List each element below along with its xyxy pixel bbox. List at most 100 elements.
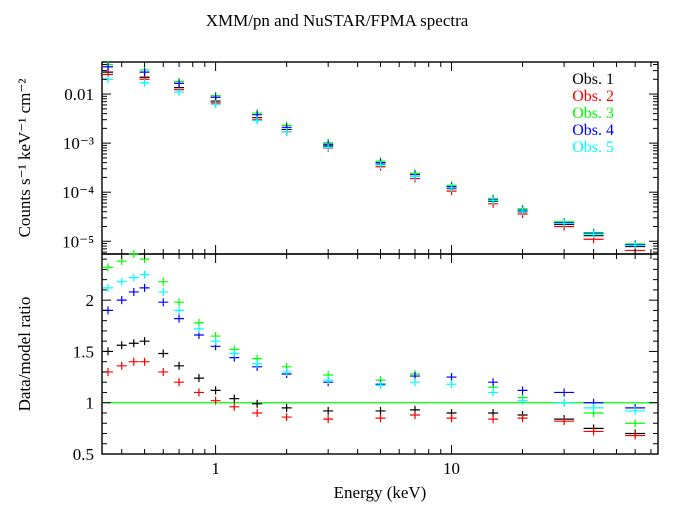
ratio-data-point bbox=[128, 357, 139, 366]
ratio-data-point bbox=[139, 270, 150, 279]
ratio-data-point bbox=[323, 415, 334, 424]
ratio-data-point bbox=[375, 406, 386, 415]
ratio-y-tick-label: 1.5 bbox=[73, 342, 94, 361]
x-tick-label: 10 bbox=[443, 459, 460, 478]
ratio-data-point bbox=[488, 415, 499, 424]
ratio-panel: 1 10 0.5 1 1.5 2 bbox=[73, 250, 659, 478]
spectra-y-tick-label: 10⁻⁴ bbox=[62, 183, 94, 202]
spectra-y-axis-label: Counts s⁻¹ keV⁻¹ cm⁻² bbox=[15, 79, 34, 238]
ratio-data-point bbox=[139, 357, 150, 366]
ratio-data-point bbox=[375, 381, 386, 390]
ratio-data-point bbox=[128, 250, 139, 258]
ratio-data-point bbox=[139, 283, 150, 292]
ratio-data-point bbox=[323, 406, 334, 415]
ratio-y-tick-label: 1 bbox=[86, 394, 95, 413]
ratio-data-point bbox=[116, 361, 127, 370]
ratio-data-point bbox=[375, 414, 386, 423]
ratio-data-point bbox=[554, 417, 575, 426]
spectra-y-tick-label: 0.01 bbox=[64, 85, 94, 104]
ratio-y-tick-label: 0.5 bbox=[73, 445, 94, 464]
ratio-data-point bbox=[116, 296, 127, 305]
legend-entry: Obs. 4 bbox=[572, 122, 614, 139]
ratio-data-point bbox=[583, 427, 604, 436]
spectra-data-point bbox=[210, 93, 221, 102]
ratio-data-point bbox=[409, 411, 420, 420]
spectra-axes: 0.01 10⁻³ 10⁻⁴ 10⁻⁵ bbox=[62, 62, 658, 254]
ratio-data-point bbox=[210, 337, 221, 346]
ratio-data-point bbox=[409, 378, 420, 387]
spectra-data-point bbox=[139, 78, 150, 87]
ratio-data-point bbox=[488, 378, 499, 387]
ratio-data-point bbox=[583, 403, 604, 412]
ratio-data-point bbox=[281, 367, 292, 376]
ratio-data-point bbox=[103, 263, 114, 272]
spectra-data-point bbox=[174, 79, 185, 88]
ratio-data-point bbox=[174, 298, 185, 307]
spectra-data-point bbox=[281, 127, 292, 136]
ratio-panel-frame bbox=[101, 253, 659, 455]
ratio-data-point bbox=[446, 414, 457, 423]
ratio-data-point bbox=[252, 359, 263, 368]
ratio-data-point bbox=[193, 324, 204, 333]
ratio-data-point bbox=[517, 386, 528, 395]
ratio-data-point bbox=[554, 398, 575, 407]
legend-entry: Obs. 3 bbox=[572, 105, 614, 122]
ratio-data-point bbox=[116, 277, 127, 286]
ratio-data-point bbox=[158, 277, 169, 286]
ratio-data-point bbox=[158, 349, 169, 358]
ratio-data-point bbox=[229, 394, 240, 403]
ratio-data-point bbox=[517, 396, 528, 405]
spectra-data-point bbox=[139, 68, 150, 77]
ratio-y-axis-label: Data/model ratio bbox=[15, 297, 34, 412]
ratio-data-point bbox=[174, 314, 185, 323]
ratio-data-point bbox=[128, 339, 139, 348]
spectra-data-point bbox=[323, 143, 334, 152]
spectra-data-point bbox=[103, 62, 114, 71]
ratio-data-point bbox=[488, 388, 499, 397]
spectra-data-point bbox=[625, 241, 646, 250]
ratio-data-point bbox=[229, 402, 240, 411]
spectra-data-point bbox=[409, 172, 420, 181]
chart-title: XMM/pn and NuSTAR/FPMA spectra bbox=[206, 11, 469, 30]
ratio-data-point bbox=[158, 298, 169, 307]
spectra-data-point bbox=[583, 230, 604, 239]
spectra-data-marks bbox=[103, 60, 646, 255]
ratio-data-point bbox=[625, 419, 646, 428]
ratio-data-point bbox=[128, 287, 139, 296]
ratio-data-point bbox=[158, 287, 169, 296]
spectra-data-point bbox=[554, 219, 575, 228]
spectra-y-tick-label: 10⁻⁵ bbox=[62, 232, 94, 251]
ratio-data-point bbox=[625, 431, 646, 440]
ratio-data-point bbox=[517, 414, 528, 423]
ratio-data-point bbox=[103, 283, 114, 292]
ratio-axes: 1 10 0.5 1 1.5 2 bbox=[73, 254, 658, 478]
ratio-data-point bbox=[252, 408, 263, 417]
legend-entry: Obs. 2 bbox=[572, 88, 614, 105]
ratio-series-obs2 bbox=[103, 357, 646, 440]
ratio-data-point bbox=[625, 406, 646, 415]
ratio-data-point bbox=[446, 380, 457, 389]
ratio-series-obs5 bbox=[103, 270, 646, 415]
spectra-data-point bbox=[375, 160, 386, 169]
spectra-data-point bbox=[446, 183, 457, 192]
ratio-data-point bbox=[252, 399, 263, 408]
ratio-data-point bbox=[174, 306, 185, 315]
ratio-data-point bbox=[193, 388, 204, 397]
ratio-data-point bbox=[323, 376, 334, 385]
spectra-data-point bbox=[174, 88, 185, 97]
ratio-data-point bbox=[281, 403, 292, 412]
spectra-data-point bbox=[488, 196, 499, 205]
x-tick-label: 1 bbox=[211, 459, 220, 478]
spectra-data-point bbox=[517, 207, 528, 216]
ratio-series-obs4 bbox=[103, 283, 646, 412]
ratio-data-marks bbox=[103, 250, 646, 440]
ratio-data-point bbox=[116, 341, 127, 350]
ratio-data-point bbox=[128, 273, 139, 282]
x-axis-label: Energy (keV) bbox=[334, 483, 427, 502]
spectra-y-tick-label: 10⁻³ bbox=[63, 134, 94, 153]
ratio-data-point bbox=[174, 361, 185, 370]
